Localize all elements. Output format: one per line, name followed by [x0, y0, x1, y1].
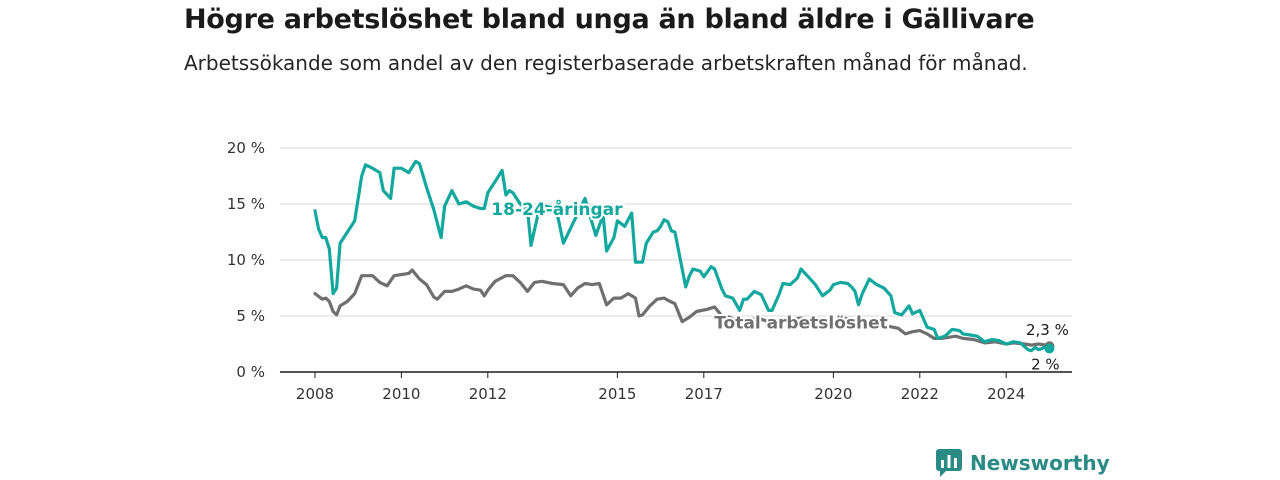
bar-chart-icon [936, 449, 962, 477]
series-label: Total arbetslöshet [714, 313, 888, 333]
chart-subtitle: Arbetssökande som andel av den registerb… [184, 51, 1028, 75]
x-tick-label: 2017 [685, 385, 723, 403]
y-axis: 0 % 5 % 10 % 15 % 20 % [227, 139, 265, 381]
series-line [313, 268, 1051, 348]
x-tick-label: 2022 [901, 385, 939, 403]
y-tick-label: 10 % [227, 251, 265, 269]
x-tick-label: 2010 [382, 385, 420, 403]
y-tick-label: 0 % [236, 363, 265, 381]
y-tick-label: 5 % [236, 307, 265, 325]
y-tick-label: 15 % [227, 195, 265, 213]
end-value-label: 2,3 % [1026, 321, 1069, 339]
brand-name: Newsworthy [970, 451, 1110, 475]
x-tick-label: 2024 [987, 385, 1025, 403]
gridlines [280, 147, 1072, 317]
x-tick-label: 2015 [598, 385, 636, 403]
chart-title: Högre arbetslöshet bland unga än bland ä… [184, 4, 1035, 35]
series-label: 18-24-åringar [491, 198, 623, 220]
series-endpoint [1044, 343, 1055, 354]
end-value-label: 2 % [1031, 355, 1060, 373]
x-tick-label: 2008 [296, 385, 334, 403]
series-lines [313, 159, 1055, 354]
series-line [313, 159, 1051, 353]
x-tick-label: 2020 [814, 385, 852, 403]
newsworthy-logo[interactable]: Newsworthy [936, 448, 1110, 478]
series-labels: 18-24-åringar Total arbetslöshet 2,3 % 2 % [489, 196, 1070, 375]
x-axis: 2008 2010 2012 2015 2017 2020 2022 2024 [280, 371, 1072, 403]
x-tick-label: 2012 [469, 385, 507, 403]
y-tick-label: 20 % [227, 139, 265, 157]
